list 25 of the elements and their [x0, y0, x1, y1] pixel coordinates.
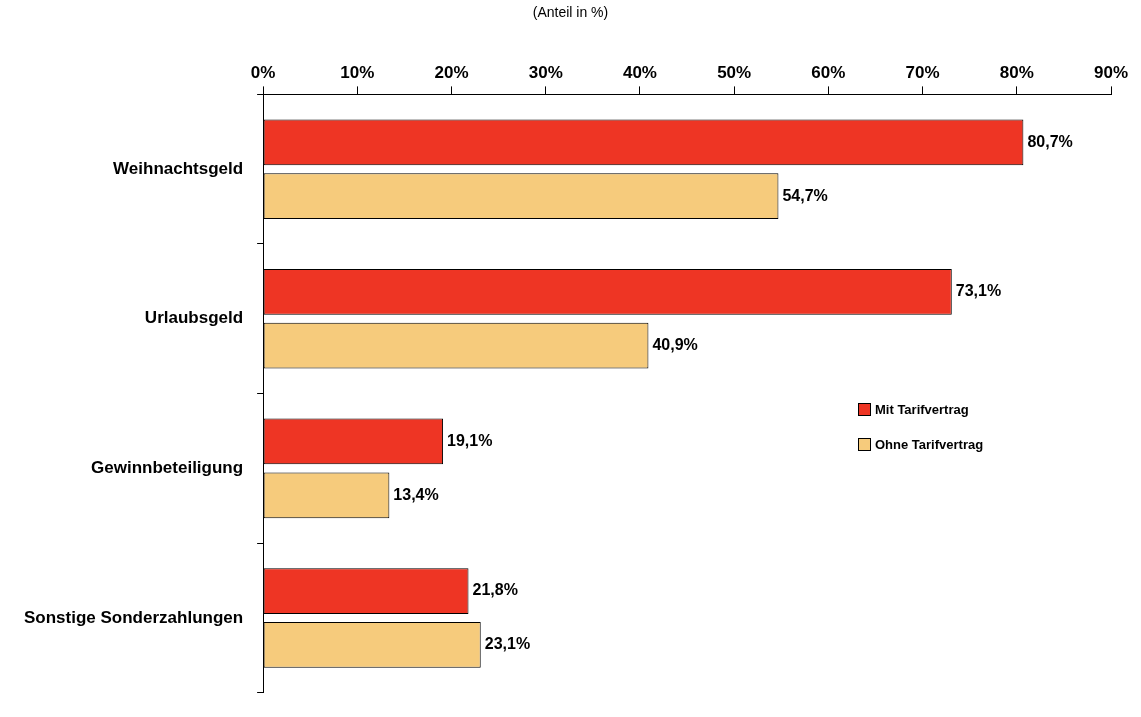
x-tick-label: 80%	[999, 62, 1034, 82]
data-label: 21,8%	[472, 581, 518, 599]
data-label: 13,4%	[393, 485, 439, 503]
x-tick-label: 30%	[528, 62, 563, 82]
chart-subtitle: (Anteil in %)	[531, 4, 610, 20]
x-tick-label: 0%	[250, 62, 276, 82]
y-tick-label: Urlaubsgeld	[144, 308, 244, 328]
x-tick-label: 20%	[434, 62, 469, 82]
data-label: 73,1%	[955, 282, 1002, 300]
y-tick-label: Gewinnbeteiligung	[91, 458, 244, 478]
x-tick-label: 90%	[1093, 62, 1129, 82]
legend-label: Ohne Tarifvertrag	[875, 437, 984, 452]
x-tick-label: 50%	[717, 62, 752, 82]
y-tick-label: Weihnachtsgeld	[113, 158, 244, 178]
x-tick-label: 70%	[905, 62, 940, 82]
x-tick-label: 60%	[811, 62, 846, 82]
y-tick-label: Sonstige Sonderzahlungen	[24, 607, 244, 627]
data-label: 19,1%	[447, 431, 493, 449]
data-label: 54,7%	[782, 186, 828, 204]
data-label: 40,9%	[652, 336, 698, 354]
data-label: 80,7%	[1027, 132, 1073, 150]
x-tick-label: 40%	[622, 62, 657, 82]
legend-label: Mit Tarifvertrag	[875, 402, 969, 417]
data-label: 23,1%	[484, 635, 531, 653]
x-tick-label: 10%	[340, 62, 375, 82]
